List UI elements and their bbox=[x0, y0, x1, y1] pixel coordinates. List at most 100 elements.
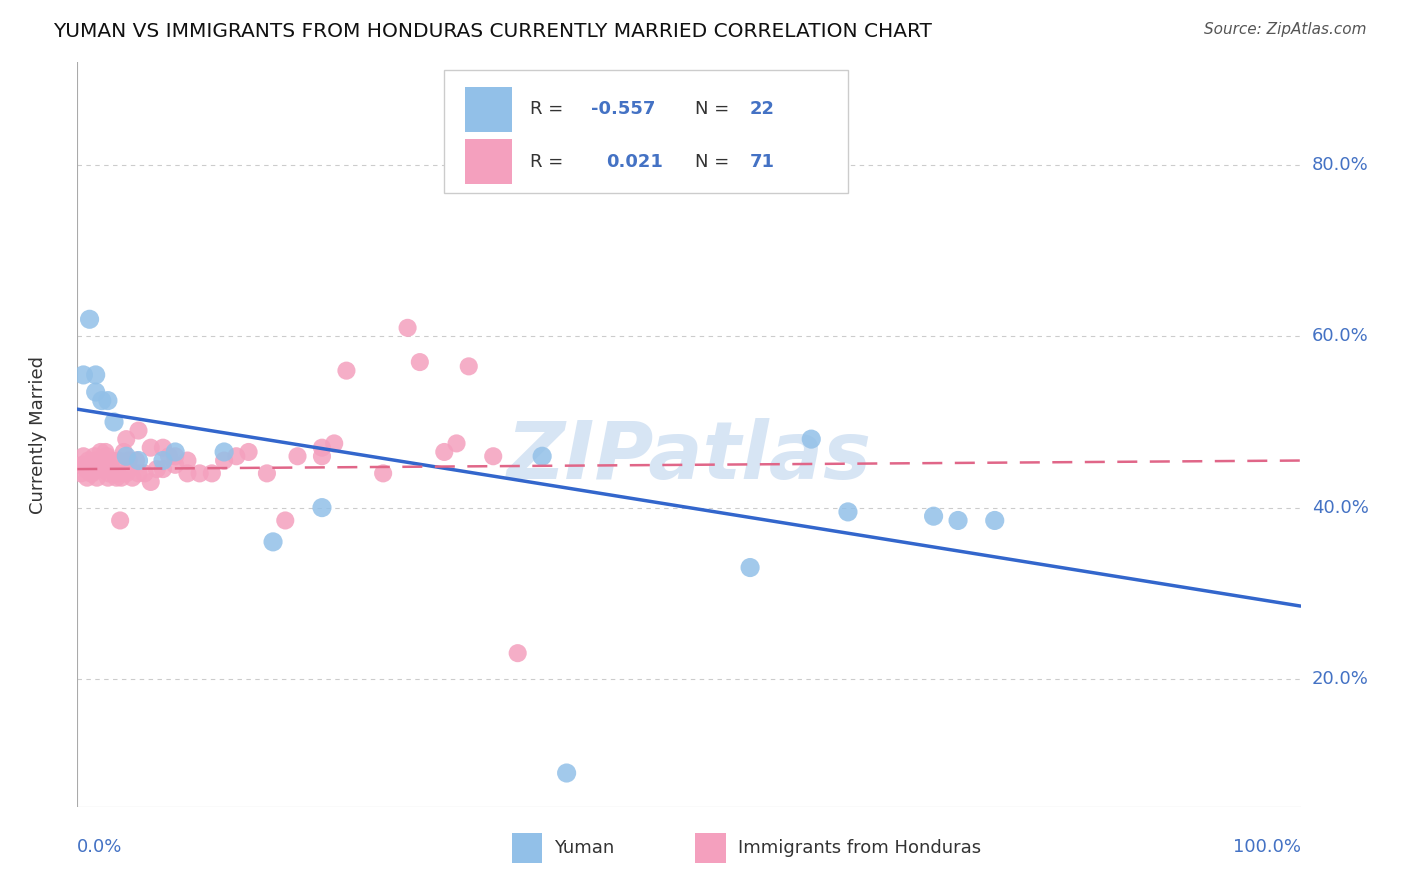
Point bbox=[77, 453, 100, 467]
Point bbox=[287, 449, 309, 463]
Point bbox=[115, 467, 138, 481]
Text: Currently Married: Currently Married bbox=[30, 356, 48, 514]
Point bbox=[922, 509, 945, 524]
Point bbox=[103, 467, 125, 481]
Text: -0.557: -0.557 bbox=[591, 101, 655, 119]
Point bbox=[75, 462, 97, 476]
Bar bbox=[465, 139, 512, 184]
Point bbox=[555, 766, 578, 780]
Point bbox=[87, 462, 110, 476]
Point bbox=[146, 462, 169, 476]
Text: ZIPatlas: ZIPatlas bbox=[506, 418, 872, 496]
Point bbox=[110, 470, 132, 484]
Point bbox=[127, 424, 149, 438]
Point bbox=[800, 432, 823, 446]
Point bbox=[79, 312, 101, 326]
Point bbox=[127, 453, 149, 467]
Point bbox=[83, 449, 105, 463]
Point bbox=[984, 513, 1007, 527]
Point bbox=[108, 513, 131, 527]
Point bbox=[121, 470, 143, 484]
Text: R =: R = bbox=[530, 101, 569, 119]
Point bbox=[165, 458, 187, 472]
Point bbox=[134, 467, 156, 481]
Point bbox=[80, 467, 103, 481]
Point bbox=[107, 467, 129, 481]
Point bbox=[90, 393, 112, 408]
Point bbox=[371, 467, 394, 481]
Point bbox=[97, 393, 120, 408]
Point bbox=[238, 445, 260, 459]
Point bbox=[740, 560, 762, 574]
Point bbox=[94, 445, 117, 459]
Point bbox=[946, 513, 969, 527]
Point bbox=[70, 467, 93, 481]
Point bbox=[176, 453, 198, 467]
Point bbox=[91, 462, 114, 476]
Point bbox=[86, 470, 108, 484]
Point bbox=[201, 467, 224, 481]
Point bbox=[457, 359, 479, 374]
Point bbox=[506, 646, 529, 660]
Point bbox=[482, 449, 505, 463]
Text: Yuman: Yuman bbox=[554, 839, 614, 857]
Point bbox=[256, 467, 278, 481]
Point bbox=[76, 470, 98, 484]
Point bbox=[127, 467, 149, 481]
Point bbox=[446, 436, 468, 450]
Point bbox=[433, 445, 456, 459]
Point bbox=[72, 368, 94, 382]
Text: 0.021: 0.021 bbox=[606, 153, 662, 170]
Point bbox=[112, 445, 135, 459]
Point bbox=[262, 534, 284, 549]
Point bbox=[84, 453, 107, 467]
Text: 40.0%: 40.0% bbox=[1312, 499, 1368, 516]
Point bbox=[108, 453, 131, 467]
Point bbox=[115, 432, 138, 446]
Point bbox=[165, 445, 187, 459]
Point bbox=[409, 355, 432, 369]
Point bbox=[89, 453, 111, 467]
Point bbox=[311, 441, 333, 455]
Point bbox=[80, 467, 103, 481]
FancyBboxPatch shape bbox=[444, 70, 848, 193]
Text: 0.0%: 0.0% bbox=[77, 838, 122, 855]
Point bbox=[90, 453, 112, 467]
Point bbox=[79, 458, 101, 472]
Text: N =: N = bbox=[695, 101, 735, 119]
Text: YUMAN VS IMMIGRANTS FROM HONDURAS CURRENTLY MARRIED CORRELATION CHART: YUMAN VS IMMIGRANTS FROM HONDURAS CURREN… bbox=[53, 22, 932, 41]
Point bbox=[100, 453, 122, 467]
Text: 20.0%: 20.0% bbox=[1312, 670, 1368, 688]
Point bbox=[82, 458, 104, 472]
Point bbox=[152, 453, 174, 467]
Text: 22: 22 bbox=[751, 101, 775, 119]
Point bbox=[103, 415, 125, 429]
Point bbox=[225, 449, 247, 463]
Point bbox=[105, 470, 128, 484]
Point bbox=[139, 441, 162, 455]
Point bbox=[96, 449, 118, 463]
Point bbox=[323, 436, 346, 450]
Bar bbox=[512, 833, 543, 863]
Point bbox=[73, 458, 96, 472]
Point bbox=[152, 441, 174, 455]
Text: 100.0%: 100.0% bbox=[1233, 838, 1301, 855]
Point bbox=[72, 449, 94, 463]
Point bbox=[311, 449, 333, 463]
Point bbox=[212, 445, 235, 459]
Text: Immigrants from Honduras: Immigrants from Honduras bbox=[738, 839, 981, 857]
Point bbox=[188, 467, 211, 481]
Point bbox=[97, 470, 120, 484]
Text: 60.0%: 60.0% bbox=[1312, 327, 1368, 345]
Point bbox=[139, 475, 162, 489]
Bar bbox=[695, 833, 725, 863]
Point bbox=[84, 385, 107, 400]
Bar bbox=[465, 87, 512, 132]
Text: 71: 71 bbox=[751, 153, 775, 170]
Point bbox=[311, 500, 333, 515]
Point bbox=[274, 513, 297, 527]
Point bbox=[125, 453, 148, 467]
Point bbox=[176, 467, 198, 481]
Point bbox=[335, 364, 357, 378]
Text: R =: R = bbox=[530, 153, 575, 170]
